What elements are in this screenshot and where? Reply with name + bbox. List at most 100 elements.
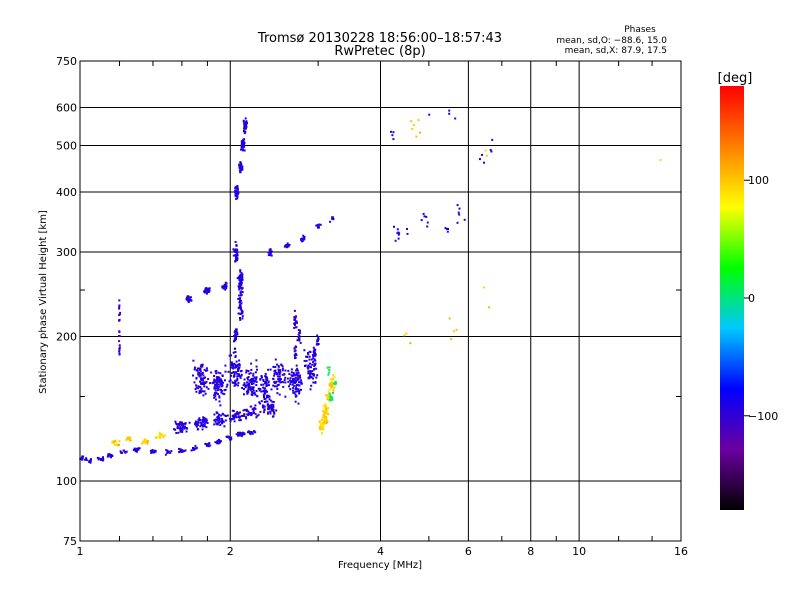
- scatter-point: [207, 445, 210, 448]
- scatter-point: [237, 431, 239, 434]
- scatter-point: [224, 388, 227, 391]
- scatter-point: [201, 379, 204, 382]
- scatter-point: [181, 450, 184, 453]
- scatter-point: [228, 380, 231, 383]
- scatter-point: [299, 381, 302, 384]
- scatter-point: [307, 367, 310, 370]
- scatter-point: [247, 410, 250, 413]
- scatter-point: [240, 148, 242, 151]
- scatter-point: [122, 449, 125, 452]
- x-axis-label: Frequency [MHz]: [338, 560, 422, 571]
- scatter-point: [239, 318, 242, 321]
- scatter-point: [235, 333, 238, 335]
- scatter-point: [298, 339, 301, 342]
- scatter-point: [241, 276, 244, 279]
- scatter-point: [242, 144, 245, 147]
- scatter-point: [303, 238, 306, 241]
- scatter-point: [235, 416, 238, 419]
- scatter-point: [118, 344, 121, 347]
- scatter-point: [237, 312, 240, 315]
- scatter-point: [220, 389, 223, 392]
- scatter-point: [195, 384, 198, 387]
- y-tick-label: 300: [56, 246, 77, 259]
- y-tick-label: 200: [56, 331, 77, 344]
- scatter-point: [213, 392, 216, 395]
- scatter-point: [244, 384, 246, 387]
- scatter-point: [328, 384, 331, 387]
- scatter-point: [215, 387, 218, 390]
- scatter-point: [167, 450, 170, 453]
- scatter-point: [324, 419, 327, 422]
- scatter-point: [238, 363, 241, 366]
- scatter-point: [298, 392, 301, 395]
- scatter-point: [260, 375, 263, 377]
- scatter-point: [247, 385, 250, 388]
- scatter-point: [188, 421, 191, 424]
- scatter-point: [255, 376, 258, 379]
- scatter-point: [309, 373, 311, 376]
- scatter-point: [309, 388, 312, 391]
- colorbar: [720, 86, 744, 510]
- scatter-point: [222, 381, 224, 384]
- scatter-point: [216, 440, 219, 442]
- scatter-point: [410, 120, 413, 123]
- scatter-point: [251, 431, 254, 434]
- scatter-point: [234, 335, 237, 338]
- scatter-point: [260, 383, 263, 386]
- scatter-point: [305, 360, 308, 362]
- scatter-point: [214, 395, 217, 398]
- y-tick-label: 750: [56, 55, 77, 68]
- scatter-point: [190, 449, 193, 452]
- scatter-point: [396, 232, 399, 235]
- scatter-point: [234, 414, 237, 416]
- scatter-point: [285, 244, 288, 246]
- scatter-point: [303, 349, 306, 352]
- scatter-point: [213, 386, 216, 389]
- scatter-point: [218, 413, 220, 416]
- scatter-point: [255, 378, 258, 381]
- scatter-point: [294, 322, 297, 324]
- scatter-point: [281, 381, 284, 383]
- scatter-point: [243, 414, 246, 417]
- scatter-point: [194, 422, 197, 425]
- y-axis-label: Stationary phase Virtual Height [km]: [38, 210, 49, 394]
- scatter-point: [238, 288, 241, 291]
- scatter-point: [276, 384, 279, 387]
- scatter-point: [328, 397, 331, 400]
- scatter-point: [111, 454, 114, 457]
- plot-frame: [79, 60, 682, 542]
- scatter-point: [238, 301, 241, 304]
- scatter-point: [333, 386, 336, 389]
- scatter-point: [247, 387, 250, 389]
- scatter-point: [297, 329, 300, 331]
- scatter-point: [295, 385, 298, 387]
- scatter-point: [176, 423, 179, 426]
- scatter-point: [203, 385, 206, 388]
- scatter-point: [333, 376, 336, 379]
- scatter-point: [316, 224, 319, 227]
- scatter-point: [284, 376, 287, 379]
- scatter-point: [128, 437, 131, 440]
- scatter-point: [292, 384, 295, 387]
- scatter-point: [178, 451, 181, 454]
- scatter-point: [252, 377, 255, 380]
- scatter-point: [234, 187, 237, 190]
- scatter-point: [198, 390, 201, 393]
- scatter-point: [221, 286, 224, 289]
- scatter-point: [293, 316, 296, 319]
- scatter-point: [271, 400, 274, 403]
- scatter-point: [141, 442, 144, 445]
- scatter-point: [252, 382, 255, 385]
- scatter-point: [300, 239, 303, 242]
- scatter-point: [394, 239, 397, 242]
- scatter-point: [318, 421, 321, 424]
- scatter-point: [223, 283, 226, 286]
- scatter-point: [225, 385, 228, 388]
- scatter-point: [154, 449, 157, 452]
- scatter-point: [272, 365, 275, 368]
- y-tick-label: 400: [56, 186, 77, 199]
- scatter-point: [214, 418, 217, 421]
- scatter-point: [239, 375, 242, 378]
- scatter-point: [294, 352, 297, 355]
- scatter-point: [272, 410, 275, 413]
